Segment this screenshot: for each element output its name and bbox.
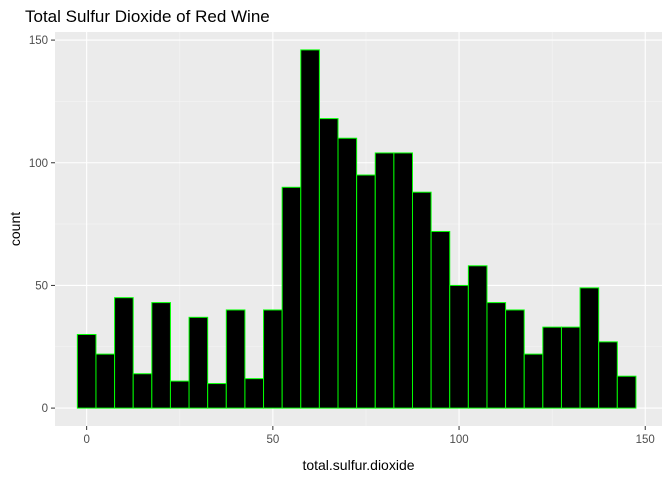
histogram-bar xyxy=(76,333,97,409)
histogram-bar xyxy=(411,191,432,409)
histogram-bar xyxy=(151,302,171,409)
y-tick-label: 150 xyxy=(29,35,48,47)
chart-title: Total Sulfur Dioxide of Red Wine xyxy=(25,7,270,26)
histogram-bar xyxy=(132,373,153,409)
y-tick-label: 0 xyxy=(42,403,48,415)
histogram-bar xyxy=(95,353,116,409)
histogram-bar xyxy=(300,49,320,409)
histogram-bar xyxy=(337,137,358,409)
histogram-bar xyxy=(560,326,581,409)
histogram-bar xyxy=(356,174,376,409)
histogram-bar xyxy=(263,309,283,409)
histogram-bar xyxy=(467,265,488,409)
histogram-bar xyxy=(318,118,339,409)
y-axis: 0 50 100 150 xyxy=(29,35,55,415)
histogram-bar xyxy=(449,284,469,409)
histogram-bar xyxy=(430,230,451,409)
y-tick-label: 100 xyxy=(29,158,48,170)
histogram-bar xyxy=(616,375,637,409)
histogram-bar xyxy=(207,383,227,409)
x-tick-label: 150 xyxy=(636,434,655,446)
histogram-bar xyxy=(542,326,562,409)
histogram-bar xyxy=(169,380,190,409)
y-axis-title: count xyxy=(7,212,23,246)
x-axis-title: total.sulfur.dioxide xyxy=(302,457,414,473)
histogram-bar xyxy=(188,316,209,409)
histogram-bar xyxy=(244,378,265,409)
histogram-bar xyxy=(393,152,413,409)
histogram-bar xyxy=(579,287,600,409)
histogram-bars xyxy=(76,49,637,409)
histogram-bar xyxy=(486,302,507,409)
histogram-bar xyxy=(505,309,525,409)
y-tick-label: 50 xyxy=(35,280,48,292)
x-tick-label: 100 xyxy=(449,434,468,446)
x-axis: 0 50 100 150 xyxy=(83,426,655,446)
histogram-bar xyxy=(374,152,395,409)
histogram-bar xyxy=(598,341,618,409)
x-tick-label: 50 xyxy=(266,434,279,446)
histogram-bar xyxy=(281,186,302,409)
histogram-bar xyxy=(114,297,134,409)
x-tick-label: 0 xyxy=(83,434,89,446)
histogram-bar xyxy=(523,353,544,409)
histogram-bar xyxy=(225,309,246,409)
